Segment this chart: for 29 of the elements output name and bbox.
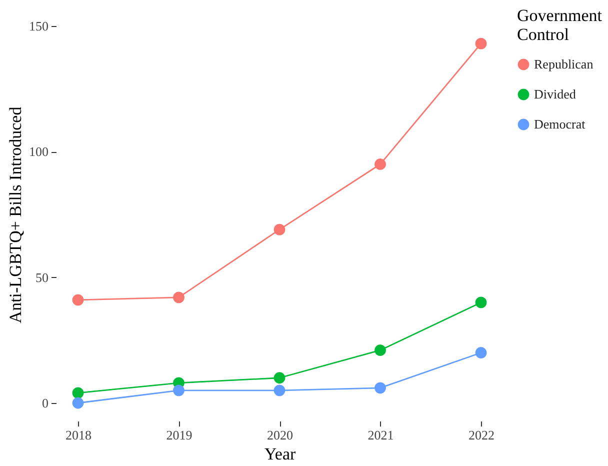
y-tick-label: 150 bbox=[29, 18, 48, 34]
point bbox=[72, 397, 84, 409]
legend-label: Democrat bbox=[534, 116, 586, 132]
x-axis-title: Year bbox=[264, 444, 296, 464]
point bbox=[374, 344, 386, 356]
point bbox=[72, 294, 84, 306]
y-tick-label: 100 bbox=[29, 144, 48, 160]
x-tick-label: 2022 bbox=[468, 428, 494, 442]
point bbox=[173, 384, 184, 396]
legend-label: Republican bbox=[534, 56, 594, 72]
point bbox=[173, 292, 184, 304]
point bbox=[374, 158, 386, 170]
point bbox=[475, 296, 487, 308]
point bbox=[274, 372, 286, 384]
point bbox=[475, 38, 487, 50]
y-axis-title: Anti-LGBTQ+ Bills Introduced bbox=[6, 106, 25, 324]
legend-title: Government Control bbox=[517, 6, 602, 44]
x-tick-label: 2020 bbox=[267, 428, 293, 442]
x-tick-label: 2018 bbox=[66, 428, 92, 442]
x-tick-label: 2021 bbox=[368, 428, 394, 442]
point bbox=[274, 224, 286, 236]
point bbox=[374, 382, 386, 394]
y-tick-label: 0 bbox=[42, 396, 48, 410]
point bbox=[72, 387, 84, 399]
legend-label: Divided bbox=[534, 86, 576, 102]
point bbox=[274, 384, 286, 396]
y-tick-label: 50 bbox=[36, 270, 48, 285]
x-tick-label: 2019 bbox=[166, 428, 192, 442]
point bbox=[475, 347, 487, 358]
